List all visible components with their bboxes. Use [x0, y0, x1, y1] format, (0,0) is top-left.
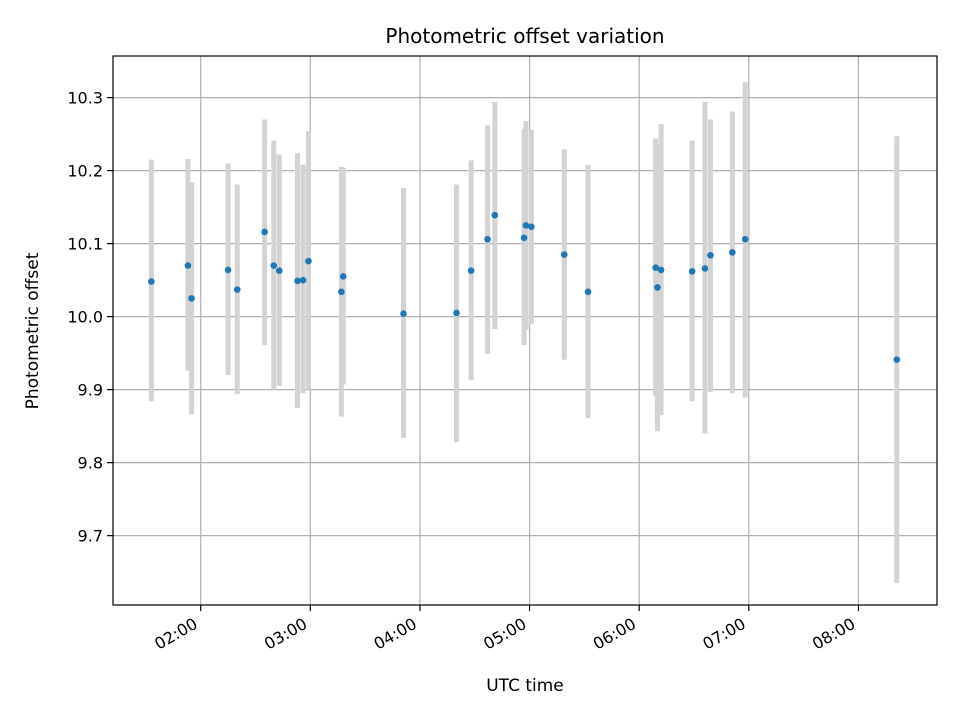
- chart-title: Photometric offset variation: [385, 24, 664, 48]
- x-tick-label: 04:00: [371, 614, 420, 654]
- data-point: [741, 235, 749, 243]
- x-tick-label: 05:00: [480, 614, 529, 654]
- data-point: [224, 266, 232, 274]
- y-tick-label: 9.7: [78, 527, 103, 546]
- data-point: [520, 234, 528, 242]
- error-bars: [148, 82, 900, 584]
- y-tick-label: 9.8: [78, 454, 103, 473]
- y-tick-label: 9.9: [78, 381, 103, 400]
- x-tick-label: 06:00: [590, 614, 639, 654]
- data-point: [729, 249, 736, 256]
- plot-frame: [112, 55, 938, 606]
- data-point: [657, 266, 665, 274]
- data-point: [484, 235, 491, 243]
- data-points: [148, 211, 901, 364]
- x-tick-label: 02:00: [151, 614, 200, 654]
- data-point: [707, 252, 714, 259]
- data-point: [233, 286, 241, 293]
- data-point: [261, 228, 268, 236]
- y-tick-label: 10.0: [67, 308, 103, 327]
- data-point: [522, 222, 530, 229]
- x-axis-label: UTC time: [486, 676, 564, 696]
- data-point: [338, 288, 345, 296]
- data-point: [528, 223, 535, 231]
- x-tick-label: 07:00: [699, 614, 748, 654]
- data-point: [701, 265, 709, 272]
- data-point: [893, 356, 901, 364]
- data-point: [652, 264, 659, 272]
- data-point: [188, 295, 195, 302]
- data-point: [654, 284, 661, 291]
- data-point: [688, 268, 696, 275]
- data-point: [275, 267, 283, 274]
- data-point: [184, 262, 192, 269]
- data-point: [339, 273, 347, 280]
- x-tick-label: 03:00: [261, 614, 310, 654]
- data-point: [400, 310, 407, 318]
- y-tick-label: 10.1: [67, 235, 103, 254]
- x-tick-label: 08:00: [809, 614, 858, 654]
- data-point: [294, 277, 301, 285]
- data-point: [305, 257, 312, 265]
- data-point: [270, 262, 278, 269]
- data-point: [584, 288, 592, 296]
- y-tick-label: 10.3: [67, 89, 103, 108]
- data-point: [491, 211, 499, 219]
- y-tick-label: 10.2: [67, 162, 103, 181]
- data-point: [299, 276, 307, 284]
- data-point: [148, 278, 155, 285]
- x-axis-ticks: 02:00 03:00 04:00 05:00 06:00 07:00 08:00: [151, 605, 860, 654]
- y-axis-label: Photometric offset: [23, 252, 43, 409]
- data-point: [453, 309, 460, 317]
- data-point: [560, 251, 568, 258]
- data-point: [467, 267, 475, 274]
- y-axis-ticks: 9.7 9.8 9.9 10.0 10.1 10.2 10.3: [67, 89, 113, 546]
